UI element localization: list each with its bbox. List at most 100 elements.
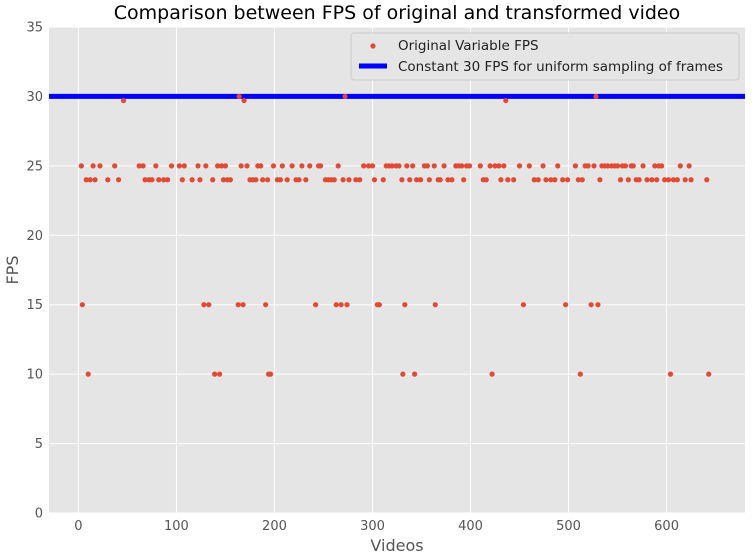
scatter-point — [437, 177, 443, 183]
scatter-point — [189, 177, 195, 183]
scatter-point — [153, 163, 159, 169]
scatter-point — [220, 177, 227, 183]
scatter-point — [92, 177, 98, 183]
scatter-point — [640, 163, 646, 169]
scatter-point — [389, 163, 395, 169]
scatter-point — [365, 163, 372, 169]
scatter-point — [369, 163, 376, 169]
scatter-point — [511, 177, 517, 183]
scatter-point — [253, 177, 259, 183]
scatter-point — [161, 177, 167, 183]
scatter-point — [78, 163, 84, 169]
scatter-point — [498, 177, 504, 183]
scatter-point — [244, 163, 250, 169]
scatter-point — [505, 177, 511, 183]
scatter-point — [313, 302, 319, 308]
scatter-point — [270, 163, 277, 169]
scatter-point — [342, 93, 348, 100]
scatter-point — [432, 302, 438, 308]
scatter-point — [197, 177, 203, 183]
scatter-point — [210, 177, 216, 183]
scatter-point — [501, 163, 507, 169]
scatter-points — [78, 93, 712, 377]
scatter-point — [659, 163, 665, 169]
x-tick-labels: 0 100 200 300 400 500 600 — [74, 519, 679, 534]
scatter-point — [331, 177, 337, 183]
scatter-point — [181, 163, 187, 169]
y-tick-label: 25 — [26, 159, 43, 174]
scatter-point — [179, 177, 185, 183]
scatter-point — [585, 163, 591, 169]
scatter-point — [706, 371, 712, 377]
scatter-point — [335, 163, 341, 169]
scatter-point — [543, 177, 549, 183]
scatter-point — [235, 302, 241, 308]
scatter-point — [577, 371, 583, 377]
scatter-point — [688, 177, 694, 183]
scatter-point — [296, 177, 302, 183]
scatter-point — [222, 163, 229, 169]
scatter-point — [575, 177, 581, 183]
scatter-point — [410, 163, 416, 169]
scatter-point — [376, 302, 382, 308]
scatter-point — [682, 177, 688, 183]
y-tick-label: 30 — [26, 90, 43, 105]
scatter-point — [216, 371, 223, 377]
scatter-point — [572, 163, 579, 169]
scatter-point — [112, 163, 118, 169]
scatter-point — [459, 163, 465, 169]
scatter-point — [140, 163, 146, 169]
scatter-point — [617, 177, 624, 183]
scatter-point — [520, 302, 527, 308]
scatter-point — [531, 177, 537, 183]
scatter-point — [461, 177, 467, 183]
scatter-point — [686, 163, 692, 169]
scatter-point — [79, 302, 85, 308]
scatter-point — [85, 371, 91, 377]
y-tick-label: 35 — [26, 21, 43, 36]
scatter-point — [466, 163, 473, 169]
scatter-point — [535, 177, 541, 183]
legend-label-scatter: Original Variable FPS — [398, 38, 539, 54]
scatter-point — [120, 97, 127, 104]
scatter-point — [136, 163, 142, 169]
scatter-point — [396, 163, 402, 169]
scatter-point — [284, 177, 290, 183]
scatter-point — [380, 177, 386, 183]
scatter-point — [258, 163, 264, 169]
scatter-point — [267, 371, 274, 377]
scatter-point — [665, 177, 672, 183]
scatter-point — [605, 163, 611, 169]
scatter-point — [240, 302, 246, 308]
scatter-point — [260, 177, 266, 183]
scatter-point — [338, 302, 344, 308]
scatter-point — [477, 163, 483, 169]
scatter-point — [168, 163, 175, 169]
legend: Original Variable FPS Constant 30 FPS fo… — [350, 32, 740, 81]
y-axis-label: FPS — [3, 255, 22, 284]
scatter-point — [426, 177, 432, 183]
scatter-point — [555, 163, 561, 169]
scatter-point — [407, 177, 413, 183]
chart-title: Comparison between FPS of original and t… — [114, 2, 681, 24]
scatter-point — [215, 163, 221, 169]
scatter-point — [212, 371, 218, 377]
scatter-point — [662, 177, 668, 183]
scatter-point — [201, 302, 207, 308]
y-tick-label: 0 — [35, 507, 43, 522]
scatter-point — [289, 163, 295, 169]
scatter-point — [496, 163, 502, 169]
scatter-point — [83, 177, 89, 183]
scatter-point — [630, 163, 636, 169]
scatter-point — [644, 177, 650, 183]
scatter-point — [236, 93, 242, 100]
scatter-point — [87, 177, 93, 183]
scatter-point — [156, 177, 162, 183]
x-axis-label: Videos — [370, 536, 423, 555]
scatter-point — [317, 163, 324, 169]
scatter-point — [489, 371, 495, 377]
scatter-point — [353, 177, 359, 183]
scatter-point — [564, 177, 571, 183]
scatter-point — [445, 177, 451, 183]
